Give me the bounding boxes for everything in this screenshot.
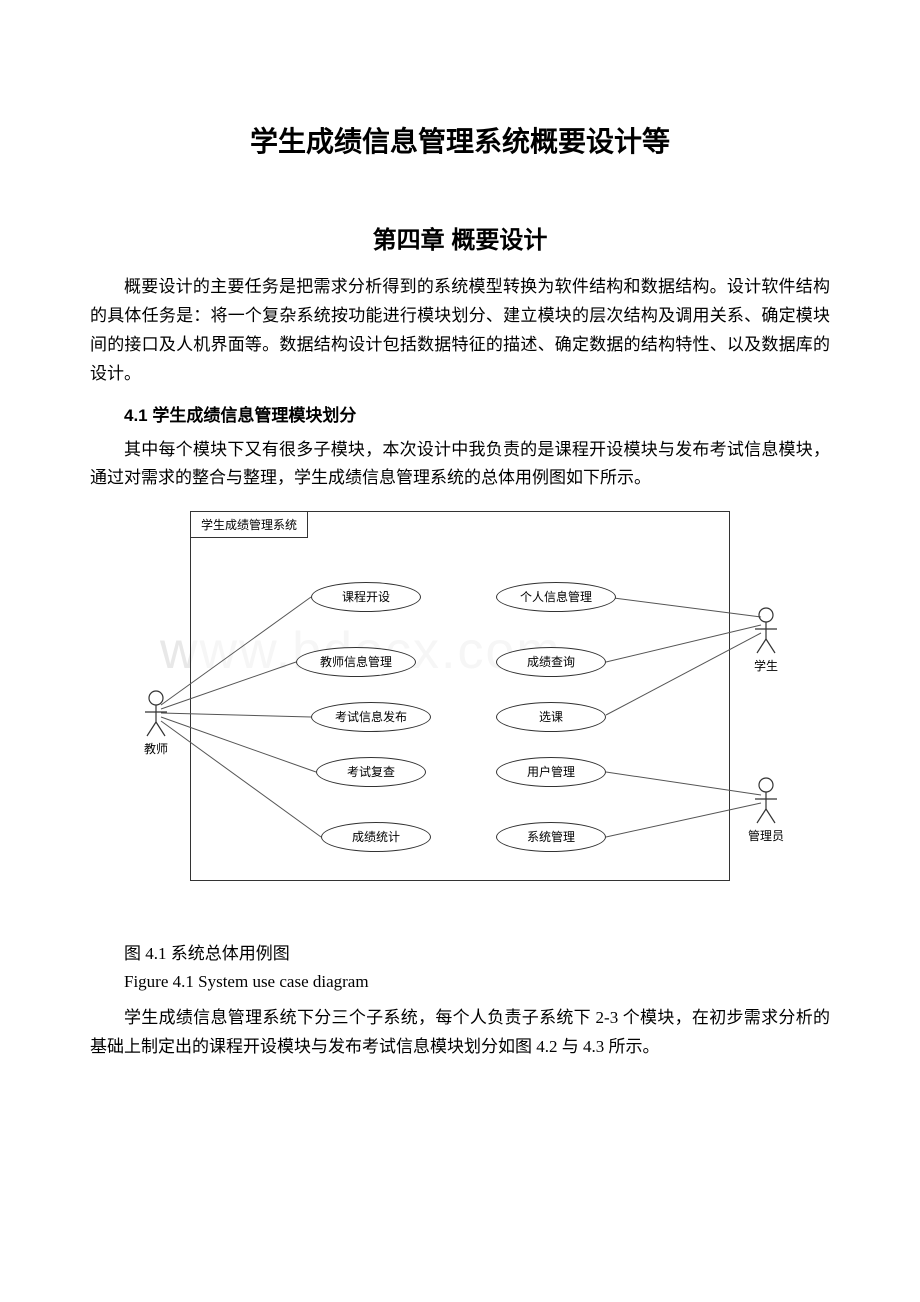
actor-teacher: 教师 [136,690,176,757]
usecase-course-select: 选课 [496,702,606,732]
actor-teacher-label: 教师 [136,740,176,757]
document-title: 学生成绩信息管理系统概要设计等 [90,120,830,160]
association-lines [111,497,811,897]
usecase-teacher-info-mgmt: 教师信息管理 [296,647,416,677]
usecase-personal-info-mgmt: 个人信息管理 [496,582,616,612]
actor-admin: 管理员 [746,777,786,844]
usecase-course-offering: 课程开设 [311,582,421,612]
section-4-1-paragraph-2: 学生成绩信息管理系统下分三个子系统，每个人负责子系统下 2-3 个模块，在初步需… [90,1004,830,1062]
usecase-grade-statistics: 成绩统计 [321,822,431,852]
figure-4-1-caption-cn: 图 4.1 系统总体用例图 [90,939,830,964]
system-boundary-label: 学生成绩管理系统 [191,512,308,538]
stick-figure-icon [751,777,781,825]
usecase-user-mgmt: 用户管理 [496,757,606,787]
actor-student: 学生 [746,607,786,674]
usecase-grade-query: 成绩查询 [496,647,606,677]
intro-paragraph: 概要设计的主要任务是把需求分析得到的系统模型转换为软件结构和数据结构。设计软件结… [90,273,830,389]
stick-figure-icon [751,607,781,655]
section-4-1-paragraph: 其中每个模块下又有很多子模块，本次设计中我负责的是课程开设模块与发布考试信息模块… [90,436,830,494]
usecase-exam-info-publish: 考试信息发布 [311,702,431,732]
actor-student-label: 学生 [746,657,786,674]
usecase-exam-review: 考试复查 [316,757,426,787]
system-boundary-frame: 学生成绩管理系统 课程开设 教师信息管理 考试信息发布 考试复 [190,511,730,881]
section-4-1-heading: 4.1 学生成绩信息管理模块划分 [90,401,830,426]
figure-4-1-caption-en: Figure 4.1 System use case diagram [90,972,830,992]
chapter-title: 第四章 概要设计 [90,220,830,255]
figure-4-1: www.bdocx.com 学生成绩管理系统 课程开设 教师信 [180,511,740,911]
stick-figure-icon [141,690,171,738]
actor-admin-label: 管理员 [746,827,786,844]
usecase-system-mgmt: 系统管理 [496,822,606,852]
